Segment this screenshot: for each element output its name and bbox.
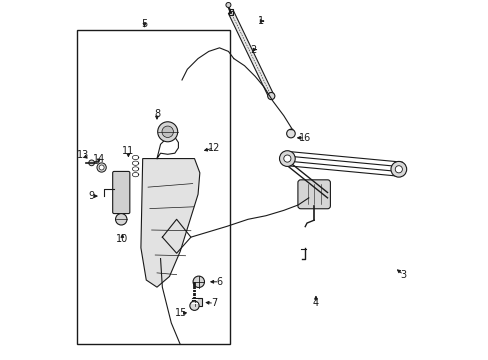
Circle shape bbox=[279, 151, 295, 166]
Polygon shape bbox=[141, 158, 200, 287]
Circle shape bbox=[189, 301, 199, 310]
Text: 2: 2 bbox=[250, 45, 256, 55]
Text: 15: 15 bbox=[174, 308, 187, 318]
Circle shape bbox=[390, 161, 406, 177]
Text: 16: 16 bbox=[299, 133, 311, 143]
Text: 9: 9 bbox=[88, 191, 95, 201]
Circle shape bbox=[99, 165, 104, 170]
Circle shape bbox=[193, 276, 204, 288]
Circle shape bbox=[115, 213, 127, 225]
Circle shape bbox=[394, 166, 402, 173]
Circle shape bbox=[225, 3, 230, 8]
Circle shape bbox=[267, 93, 274, 100]
Polygon shape bbox=[228, 11, 273, 97]
Circle shape bbox=[162, 126, 173, 138]
Circle shape bbox=[88, 160, 94, 166]
FancyBboxPatch shape bbox=[297, 180, 330, 209]
Circle shape bbox=[157, 122, 177, 142]
Text: 7: 7 bbox=[211, 298, 217, 308]
Circle shape bbox=[283, 155, 290, 162]
FancyBboxPatch shape bbox=[192, 298, 202, 306]
Text: 10: 10 bbox=[116, 234, 128, 244]
FancyBboxPatch shape bbox=[112, 171, 130, 213]
Circle shape bbox=[97, 163, 106, 172]
Text: 14: 14 bbox=[92, 154, 104, 163]
Circle shape bbox=[286, 129, 295, 138]
Text: 1: 1 bbox=[257, 16, 263, 26]
Text: 6: 6 bbox=[216, 277, 222, 287]
Text: 11: 11 bbox=[122, 147, 134, 157]
Text: 5: 5 bbox=[141, 18, 147, 28]
Text: 8: 8 bbox=[154, 109, 160, 119]
Bar bbox=[77, 30, 230, 344]
Text: 13: 13 bbox=[77, 150, 89, 160]
Text: 3: 3 bbox=[400, 270, 406, 280]
Text: 12: 12 bbox=[207, 143, 220, 153]
Text: 4: 4 bbox=[312, 298, 318, 308]
